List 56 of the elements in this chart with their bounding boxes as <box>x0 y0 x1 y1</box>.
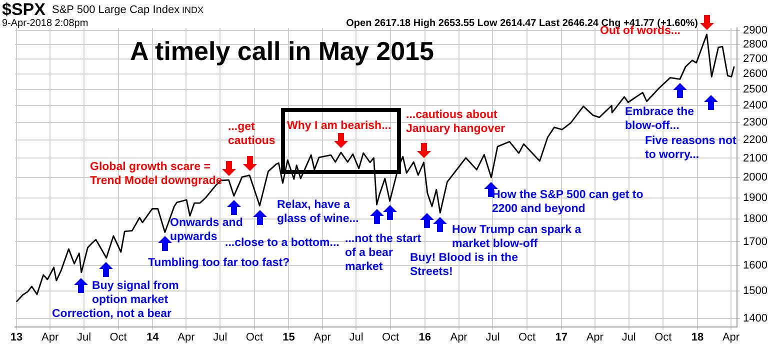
x-tick-label: 17 <box>555 332 568 344</box>
x-tick-label: Apr <box>178 332 196 344</box>
x-tick-label: Jul <box>76 332 92 344</box>
y-tick-label: 2600 <box>743 68 768 80</box>
annotation: ...close to a bottom... <box>225 236 340 250</box>
annotation: Embrace the blow-off... <box>625 105 696 133</box>
annotation: ...get cautious <box>228 121 276 147</box>
y-tick-label: 1900 <box>743 192 768 204</box>
x-tick-label: Jul <box>213 332 228 344</box>
annotation: Buy signal from option market <box>92 279 180 307</box>
chart-title: A timely call in May 2015 <box>130 36 434 67</box>
x-tick-label: Apr <box>722 332 740 344</box>
y-tick-label: 2500 <box>743 83 768 96</box>
y-tick-label: 2800 <box>743 38 768 51</box>
annotation: Relax, have a glass of wine... <box>277 198 360 226</box>
y-tick-label: 1500 <box>743 285 768 298</box>
text: S&P 500 Large Cap Index <box>52 4 180 16</box>
x-tick-label: Oct <box>246 332 263 344</box>
y-tick-label: 1400 <box>743 312 768 324</box>
y-tick-label: 2100 <box>743 152 768 164</box>
y-tick-label: 2700 <box>743 52 768 65</box>
y-tick-label: 2000 <box>743 172 768 184</box>
x-tick-label: Apr <box>41 332 59 344</box>
annotation: Correction, not a bear <box>52 307 172 321</box>
x-tick-label: Oct <box>654 332 672 344</box>
annotation: Tumbling too far too fast? <box>148 257 290 269</box>
annotation: How Trump can spark a market blow-off <box>452 223 582 251</box>
y-tick-label: 2400 <box>743 100 768 112</box>
x-tick-label: 13 <box>10 332 23 344</box>
x-tick-label: Oct <box>382 332 400 344</box>
y-tick-label: 2300 <box>743 116 768 128</box>
text: $SPX <box>2 0 46 19</box>
x-tick-label: 14 <box>146 332 160 344</box>
x-tick-label: Jul <box>622 332 636 344</box>
x-tick-label: Jul <box>349 332 364 344</box>
x-tick-label: Jul <box>486 332 500 344</box>
annotation: ...cautious about January hangover <box>406 108 506 136</box>
text: INDX <box>182 5 204 16</box>
x-tick-label: Oct <box>518 332 536 344</box>
x-tick-label: 15 <box>282 332 295 344</box>
annotation: 9-Apr-2018 2:08pm <box>2 18 88 29</box>
y-tick-label: 1700 <box>743 236 768 248</box>
x-tick-label: Apr <box>450 332 468 344</box>
y-tick-label: 2200 <box>743 134 768 146</box>
annotation: Five reasons not to worry... <box>645 134 738 162</box>
y-tick-label: 1600 <box>743 260 768 272</box>
x-tick-label: Oct <box>110 332 127 344</box>
x-tick-label: Apr <box>314 332 332 344</box>
y-tick-label: 2900 <box>743 24 768 37</box>
x-tick-label: Apr <box>586 332 604 344</box>
x-tick-label: 16 <box>418 332 431 344</box>
annotation: Buy! Blood is in the Streets! <box>410 251 519 279</box>
y-tick-label: 1800 <box>743 213 768 226</box>
annotation: Why I am bearish... <box>287 120 392 132</box>
x-tick-label: 18 <box>691 332 704 344</box>
annotation: Global growth scare = Trend Model downgrade <box>90 160 224 188</box>
